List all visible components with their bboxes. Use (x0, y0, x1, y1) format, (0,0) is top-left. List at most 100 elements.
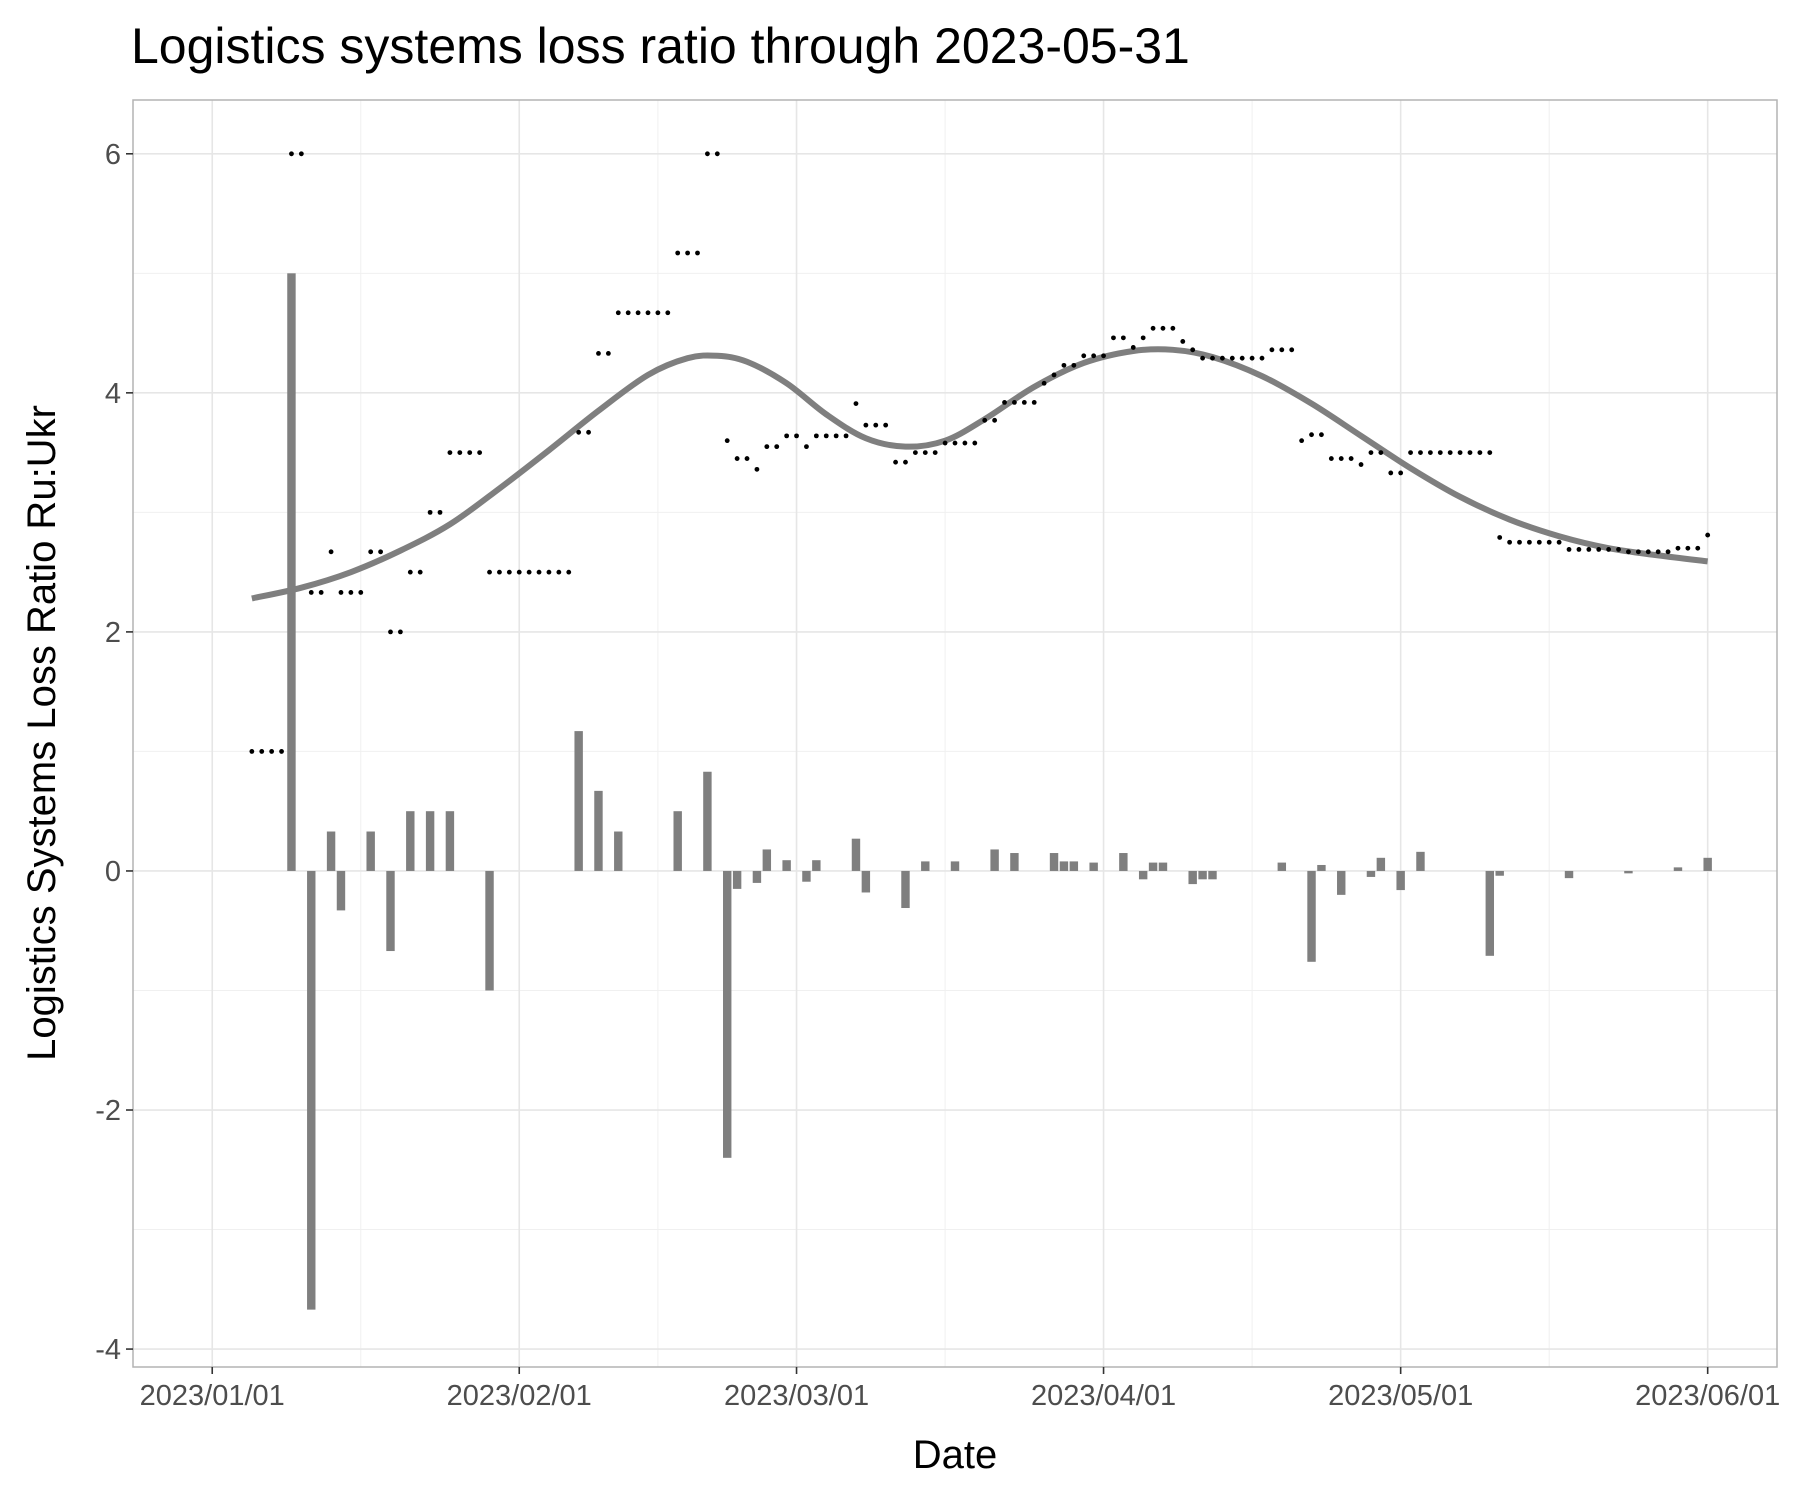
bar (1198, 870, 1207, 880)
y-tick-label: 4 (105, 378, 121, 410)
bar (901, 870, 910, 909)
bar (1138, 870, 1148, 880)
bar (1208, 870, 1217, 880)
data-point (1219, 355, 1225, 361)
data-point (873, 422, 879, 428)
bar (732, 870, 742, 889)
data-point (397, 629, 403, 635)
data-point (1388, 470, 1394, 476)
data-point (1556, 539, 1562, 545)
data-point (1249, 355, 1255, 361)
y-tick-label: 0 (105, 856, 121, 888)
bar (1396, 870, 1405, 891)
x-tick-label: 2023/04/01 (1031, 1380, 1176, 1412)
data-point (804, 444, 809, 450)
data-point (467, 450, 473, 456)
data-point (566, 569, 572, 575)
data-point (744, 456, 750, 461)
bar (1366, 870, 1376, 877)
data-point (1447, 450, 1453, 456)
data-point (308, 590, 314, 595)
data-point (1140, 335, 1146, 341)
chart-title: Logistics systems loss ratio through 202… (131, 18, 1190, 74)
bar (425, 811, 435, 871)
bar (1188, 870, 1197, 885)
data-point (1150, 325, 1156, 331)
data-point (625, 310, 631, 316)
y-tick-label: 2 (105, 617, 121, 649)
data-point (407, 569, 413, 575)
data-point (427, 509, 433, 515)
bar (990, 849, 999, 871)
data-point (1012, 400, 1017, 405)
data-point (1091, 353, 1097, 359)
bar (1317, 864, 1326, 871)
data-point (655, 310, 661, 316)
data-point (1269, 347, 1275, 353)
data-point (992, 417, 998, 423)
data-point (1457, 450, 1463, 456)
x-tick-label: 2023/01/01 (140, 1380, 285, 1412)
data-point (1546, 539, 1552, 545)
bar (782, 860, 791, 871)
data-point (298, 151, 304, 157)
bar (1564, 870, 1574, 879)
data-point (1507, 539, 1513, 545)
data-point (734, 456, 740, 461)
data-point (645, 310, 651, 316)
data-point (605, 351, 611, 356)
data-point (1041, 380, 1047, 386)
data-point (1408, 450, 1413, 456)
bar (445, 811, 455, 871)
bar (752, 870, 762, 883)
bar (1495, 870, 1504, 876)
data-point (1180, 339, 1186, 344)
data-point (1071, 362, 1077, 368)
data-point (764, 444, 770, 450)
data-point (1437, 450, 1443, 456)
data-point (1398, 470, 1404, 476)
data-point (437, 509, 443, 515)
bar (326, 831, 336, 871)
data-point (1586, 547, 1592, 552)
data-point (338, 590, 344, 595)
data-point (487, 569, 492, 575)
data-point (1299, 438, 1305, 444)
data-point (249, 749, 255, 754)
data-point (754, 466, 760, 472)
data-point (635, 310, 641, 316)
data-point (1616, 547, 1621, 552)
data-point (269, 749, 275, 754)
data-point (823, 433, 829, 439)
bar (614, 831, 623, 871)
data-point (1031, 400, 1037, 405)
data-point (447, 450, 453, 456)
bar (1337, 870, 1346, 895)
bar (1059, 861, 1069, 871)
data-point (1626, 549, 1631, 555)
data-point (615, 310, 621, 316)
data-point (1368, 450, 1374, 456)
x-tick-label: 2023/02/01 (447, 1380, 592, 1412)
bar-layer (287, 273, 1712, 1310)
bar (1049, 853, 1059, 871)
data-point (1536, 539, 1542, 545)
x-axis-title: Date (913, 1433, 998, 1477)
axis-layer: -4 -2 0 2 4 6 2023/01/01 2023/02/01 2023/03/01 20… (95, 139, 1780, 1412)
data-point (1239, 355, 1245, 361)
data-point (348, 590, 354, 595)
data-point (1160, 325, 1166, 331)
data-point (1695, 545, 1701, 551)
data-point (942, 440, 948, 446)
data-point (1348, 456, 1354, 461)
y-tick-label: -4 (95, 1334, 121, 1366)
bar (1416, 851, 1425, 871)
bar (1485, 870, 1495, 956)
bar (762, 849, 772, 871)
bar (386, 870, 395, 952)
data-point (1229, 355, 1235, 361)
bar (723, 870, 732, 1158)
bar (366, 831, 375, 871)
bar (1069, 861, 1079, 871)
